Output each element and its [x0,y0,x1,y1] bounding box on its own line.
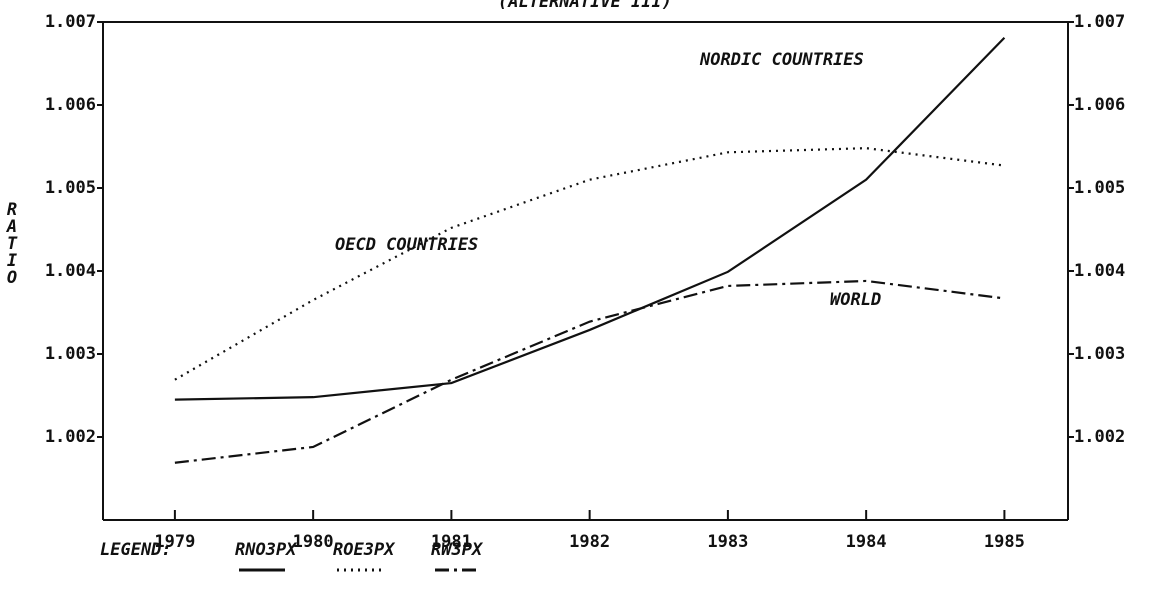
y-tick-label: 1.007 [45,12,96,32]
y-tick-label: 1.004 [45,261,96,281]
y2-tick-label: 1.004 [1074,261,1125,281]
annotation: OECD COUNTRIES [335,235,478,255]
y-tick-label: 1.006 [45,95,96,115]
series-line [174,279,1005,464]
x-tick-label: 1981 [431,532,472,552]
y2-tick-label: 1.007 [1074,12,1125,32]
y-tick-label: 1.002 [45,427,96,447]
legend-label: RW3PX [431,540,484,560]
y2-tick-label: 1.002 [1074,427,1125,447]
legend-title: LEGEND: [100,540,172,560]
series-line [174,37,1006,401]
x-tick-label: 1980 [293,532,334,552]
y-tick-label: 1.003 [45,344,96,364]
annotation: NORDIC COUNTRIES [699,50,864,70]
y2-tick-label: 1.003 [1074,344,1125,364]
legend-label: RNO3PX [235,540,298,560]
legend-label: ROE3PX [333,540,396,560]
x-tick-label: 1983 [707,532,748,552]
x-tick-label: 1985 [984,532,1025,552]
annotation: WORLD [830,290,881,310]
y-tick-label: 1.005 [45,178,96,198]
x-tick-label: 1979 [154,532,195,552]
x-tick-label: 1982 [569,532,610,552]
chart-subtitle: (ALTERNATIVE III) [498,0,672,12]
y2-tick-label: 1.005 [1074,178,1125,198]
y2-tick-label: 1.006 [1074,95,1125,115]
x-tick-label: 1984 [846,532,887,552]
series-line [174,147,1005,381]
